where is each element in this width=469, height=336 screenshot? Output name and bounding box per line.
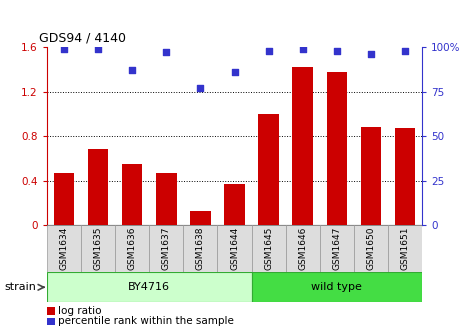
FancyBboxPatch shape	[47, 225, 81, 272]
Point	[129, 68, 136, 73]
FancyBboxPatch shape	[183, 225, 218, 272]
FancyBboxPatch shape	[286, 225, 320, 272]
Bar	[395, 128, 415, 225]
Point	[265, 48, 272, 53]
Text: GSM1636: GSM1636	[128, 227, 136, 270]
FancyBboxPatch shape	[320, 225, 354, 272]
Bar	[224, 184, 245, 225]
Bar	[258, 114, 279, 225]
FancyBboxPatch shape	[81, 225, 115, 272]
Bar	[326, 72, 347, 225]
FancyBboxPatch shape	[149, 225, 183, 272]
FancyBboxPatch shape	[47, 272, 251, 302]
Text: GSM1634: GSM1634	[60, 227, 68, 270]
Bar	[190, 211, 211, 225]
Text: GSM1638: GSM1638	[196, 227, 205, 270]
Bar	[54, 173, 74, 225]
Bar	[156, 173, 176, 225]
Text: GDS94 / 4140: GDS94 / 4140	[39, 32, 127, 44]
Bar	[361, 127, 381, 225]
Text: GSM1637: GSM1637	[162, 227, 171, 270]
Text: strain: strain	[5, 282, 37, 292]
Text: log ratio: log ratio	[58, 306, 102, 316]
Text: GSM1644: GSM1644	[230, 227, 239, 270]
Text: BY4716: BY4716	[128, 282, 170, 292]
Point	[197, 85, 204, 91]
Text: GSM1635: GSM1635	[93, 227, 103, 270]
FancyBboxPatch shape	[388, 225, 422, 272]
Point	[299, 46, 306, 51]
Point	[367, 51, 375, 57]
Point	[401, 48, 409, 53]
FancyBboxPatch shape	[251, 225, 286, 272]
Text: GSM1650: GSM1650	[366, 227, 376, 270]
Bar	[122, 164, 143, 225]
FancyBboxPatch shape	[218, 225, 251, 272]
Text: GSM1651: GSM1651	[401, 227, 409, 270]
Text: GSM1645: GSM1645	[264, 227, 273, 270]
Bar	[88, 150, 108, 225]
FancyBboxPatch shape	[251, 272, 422, 302]
Text: GSM1646: GSM1646	[298, 227, 307, 270]
Point	[94, 46, 102, 51]
Point	[231, 69, 238, 75]
Text: percentile rank within the sample: percentile rank within the sample	[58, 316, 234, 326]
Point	[163, 50, 170, 55]
Text: GSM1647: GSM1647	[333, 227, 341, 270]
FancyBboxPatch shape	[354, 225, 388, 272]
Point	[333, 48, 340, 53]
Point	[60, 46, 68, 51]
Bar	[293, 67, 313, 225]
Text: wild type: wild type	[311, 282, 362, 292]
FancyBboxPatch shape	[115, 225, 149, 272]
